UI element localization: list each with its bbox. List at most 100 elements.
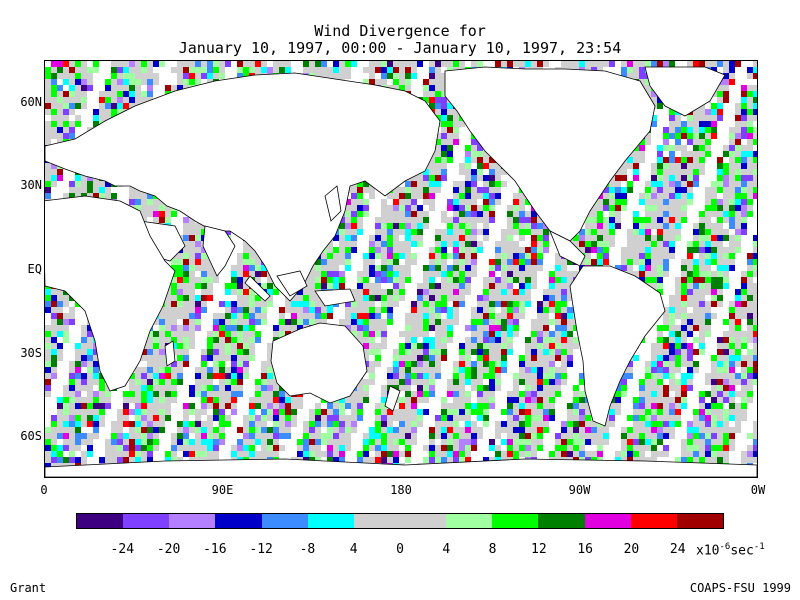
divergence-cell (753, 163, 757, 169)
divergence-cell (477, 331, 483, 337)
divergence-cell (243, 283, 249, 289)
divergence-cell (207, 331, 213, 337)
divergence-cell (99, 373, 105, 379)
divergence-cell (45, 331, 51, 337)
divergence-cell (429, 349, 435, 355)
divergence-cell (141, 199, 147, 205)
divergence-cell (393, 193, 399, 199)
divergence-cell (51, 325, 57, 331)
divergence-cell (447, 289, 453, 295)
divergence-cell (561, 289, 567, 295)
divergence-cell (231, 337, 237, 343)
divergence-cell (747, 271, 753, 277)
divergence-cell (405, 367, 411, 373)
divergence-cell (681, 331, 687, 337)
divergence-cell (75, 85, 81, 91)
divergence-cell (453, 217, 459, 223)
divergence-cell (225, 283, 231, 289)
divergence-cell (675, 283, 681, 289)
divergence-cell (735, 193, 741, 199)
divergence-cell (711, 109, 717, 115)
divergence-cell (507, 271, 513, 277)
divergence-cell (687, 355, 693, 361)
divergence-cell (447, 199, 453, 205)
divergence-cell (201, 385, 207, 391)
divergence-cell (441, 91, 447, 97)
divergence-cell (717, 181, 723, 187)
divergence-cell (501, 355, 507, 361)
divergence-cell (435, 343, 441, 349)
divergence-cell (159, 355, 165, 361)
divergence-cell (393, 259, 399, 265)
divergence-cell (651, 241, 657, 247)
divergence-cell (675, 127, 681, 133)
divergence-cell (477, 295, 483, 301)
divergence-cell (249, 331, 255, 337)
divergence-cell (387, 307, 393, 313)
divergence-cell (75, 373, 81, 379)
divergence-cell (75, 349, 81, 355)
divergence-cell (699, 265, 705, 271)
divergence-cell (381, 199, 387, 205)
divergence-cell (651, 355, 657, 361)
divergence-cell (45, 343, 51, 349)
divergence-cell (393, 67, 399, 73)
divergence-cell (717, 253, 723, 259)
divergence-cell (369, 67, 375, 73)
divergence-cell (465, 259, 471, 265)
divergence-cell (267, 295, 273, 301)
divergence-cell (93, 115, 99, 121)
divergence-cell (417, 61, 423, 67)
divergence-cell (81, 73, 87, 79)
divergence-cell (441, 97, 447, 103)
divergence-cell (423, 367, 429, 373)
divergence-cell (465, 169, 471, 175)
divergence-cell (291, 319, 297, 325)
divergence-cell (411, 373, 417, 379)
divergence-cell (693, 289, 699, 295)
divergence-cell (327, 241, 333, 247)
divergence-cell (321, 61, 327, 67)
divergence-cell (405, 319, 411, 325)
divergence-cell (507, 343, 513, 349)
divergence-cell (51, 91, 57, 97)
divergence-cell (135, 91, 141, 97)
divergence-cell (633, 229, 639, 235)
divergence-cell (657, 277, 663, 283)
divergence-cell (633, 217, 639, 223)
divergence-cell (519, 193, 525, 199)
divergence-cell (261, 361, 267, 367)
divergence-cell (663, 169, 669, 175)
divergence-cell (615, 169, 621, 175)
divergence-cell (261, 313, 267, 319)
divergence-cell (219, 367, 225, 373)
divergence-cell (483, 229, 489, 235)
divergence-cell (501, 343, 507, 349)
divergence-cell (237, 271, 243, 277)
divergence-cell (405, 79, 411, 85)
divergence-cell (735, 337, 741, 343)
divergence-cell (729, 349, 735, 355)
divergence-cell (663, 355, 669, 361)
divergence-cell (309, 277, 315, 283)
divergence-cell (753, 253, 757, 259)
divergence-cell (651, 97, 657, 103)
divergence-cell (123, 97, 129, 103)
divergence-cell (705, 283, 711, 289)
divergence-cell (93, 355, 99, 361)
divergence-cell (111, 103, 117, 109)
divergence-cell (387, 247, 393, 253)
divergence-cell (57, 85, 63, 91)
divergence-cell (507, 349, 513, 355)
divergence-cell (657, 181, 663, 187)
divergence-cell (675, 229, 681, 235)
divergence-cell (45, 373, 51, 379)
divergence-cell (663, 325, 669, 331)
divergence-cell (501, 361, 507, 367)
divergence-cell (513, 265, 519, 271)
divergence-cell (201, 307, 207, 313)
divergence-cell (435, 61, 441, 67)
divergence-cell (333, 283, 339, 289)
divergence-cell (195, 61, 201, 67)
divergence-cell (69, 361, 75, 367)
